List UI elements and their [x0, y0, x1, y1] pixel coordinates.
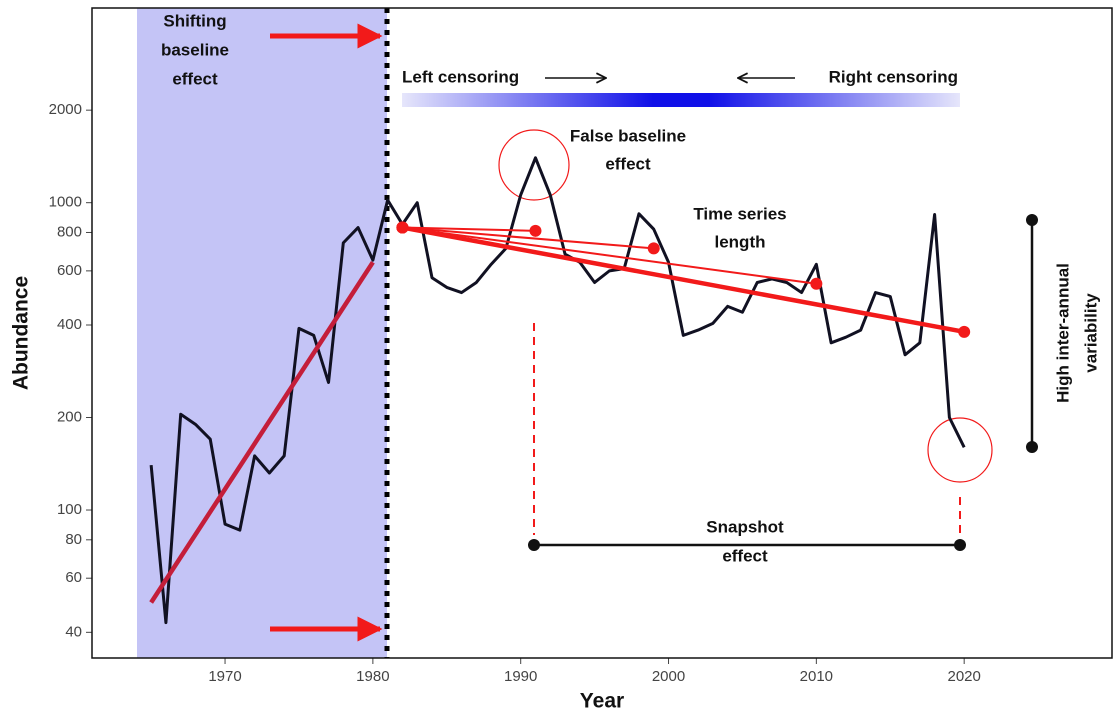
trend-point: [396, 221, 409, 234]
y-tick-label: 600: [57, 262, 82, 279]
annotation: High inter-annual: [1053, 263, 1072, 403]
x-axis-title: Year: [580, 690, 624, 713]
trend-line: [402, 226, 817, 285]
y-tick-label: 2000: [49, 101, 82, 118]
annotation: Right censoring: [829, 67, 958, 86]
y-tick-label: 100: [57, 501, 82, 518]
highlight-circle: [498, 129, 570, 201]
y-tick-label: 80: [65, 531, 82, 548]
trend-point: [958, 325, 971, 338]
y-tick-label: 40: [65, 623, 82, 640]
y-tick-label: 400: [57, 316, 82, 333]
highlight-circle: [927, 417, 993, 483]
x-tick-label: 2010: [800, 668, 833, 685]
annotation: effect: [605, 154, 651, 173]
y-tick-label: 800: [57, 223, 82, 240]
annotation: length: [715, 232, 766, 251]
annotation: Time series: [693, 204, 786, 223]
trend-point: [647, 242, 660, 255]
x-tick-label: 1980: [356, 668, 389, 685]
y-tick-label: 60: [65, 569, 82, 586]
trend-point: [810, 277, 823, 290]
annotation: Left censoring: [402, 67, 519, 86]
annotation: effect: [172, 69, 218, 88]
x-tick-label: 2000: [652, 668, 685, 685]
trend-line: [402, 226, 654, 250]
x-tick-label: 2020: [947, 668, 980, 685]
data-line: [149, 156, 966, 625]
annotation: variability: [1081, 293, 1100, 373]
bar-end: [528, 539, 540, 551]
annotation: effect: [722, 546, 768, 565]
trend-line: [402, 225, 965, 335]
annotation: False baseline: [570, 126, 686, 145]
x-tick-label: 1990: [504, 668, 537, 685]
annotation: Snapshot: [706, 517, 784, 536]
bar-end: [954, 539, 966, 551]
shaded-region: [137, 8, 387, 658]
y-tick-label: 200: [57, 408, 82, 425]
trend-line: [149, 261, 375, 604]
bar-end: [1026, 441, 1038, 453]
x-tick-label: 1970: [208, 668, 241, 685]
censoring-gradient: [402, 93, 960, 107]
annotation: baseline: [161, 40, 229, 59]
trend-line: [402, 226, 536, 232]
trend-point: [529, 224, 542, 237]
y-axis-title: Abundance: [10, 276, 33, 390]
y-tick-label: 1000: [49, 194, 82, 211]
plot-frame: [91, 7, 1113, 659]
annotation: Shifting: [163, 11, 226, 30]
bar-end: [1026, 214, 1038, 226]
